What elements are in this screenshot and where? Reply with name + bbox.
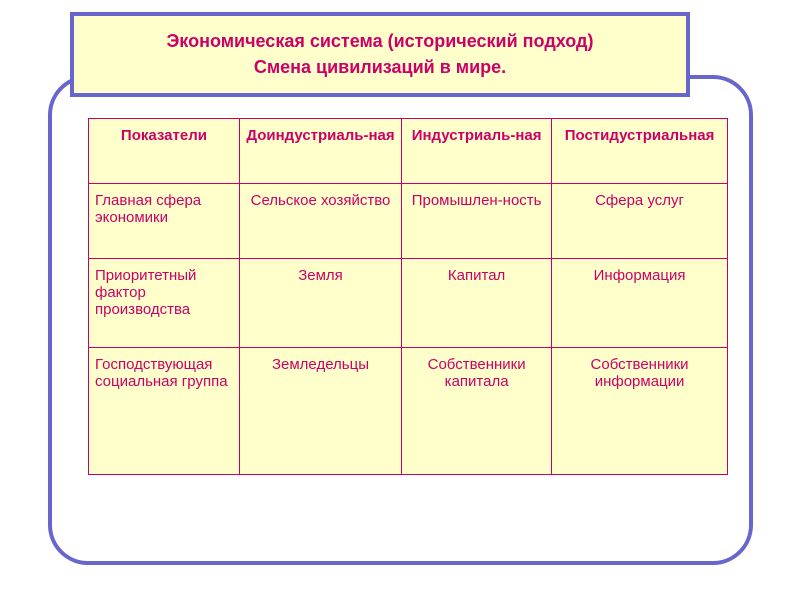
label-line: Главная сфера <box>95 192 233 209</box>
label-line: социальная группа <box>95 373 233 390</box>
cell: Собственники капитала <box>402 348 552 475</box>
cell: Капитал <box>402 259 552 348</box>
header-postindustrial: Постидустриальная <box>552 119 728 184</box>
cell: Сельское хозяйство <box>239 184 401 259</box>
row-label-social-group: Господствующая социальная группа <box>89 348 240 475</box>
cell: Земля <box>239 259 401 348</box>
cell: Информация <box>552 259 728 348</box>
table-row: Главная сфера экономики Сельское хозяйст… <box>89 184 728 259</box>
table-row: Господствующая социальная группа Земледе… <box>89 348 728 475</box>
cell: Сфера услуг <box>552 184 728 259</box>
title-box: Экономическая система (исторический подх… <box>70 12 690 97</box>
label-line: экономики <box>95 209 233 226</box>
label-line: Господствующая <box>95 356 233 373</box>
table-header-row: Показатели Доиндустриаль-ная Индустриаль… <box>89 119 728 184</box>
cell: Промышлен-ность <box>402 184 552 259</box>
table-row: Приоритетный фактор производства Земля К… <box>89 259 728 348</box>
cell: Земледельцы <box>239 348 401 475</box>
label-line: фактор производства <box>95 284 233 318</box>
title-line-2: Смена цивилизаций в мире. <box>74 54 686 80</box>
row-label-production-factor: Приоритетный фактор производства <box>89 259 240 348</box>
cell: Собственники информации <box>552 348 728 475</box>
header-preindustrial: Доиндустриаль-ная <box>239 119 401 184</box>
comparison-table: Показатели Доиндустриаль-ная Индустриаль… <box>88 118 728 475</box>
title-line-1: Экономическая система (исторический подх… <box>74 28 686 54</box>
header-indicators: Показатели <box>89 119 240 184</box>
label-line: Приоритетный <box>95 267 233 284</box>
row-label-economy-sphere: Главная сфера экономики <box>89 184 240 259</box>
header-industrial: Индустриаль-ная <box>402 119 552 184</box>
